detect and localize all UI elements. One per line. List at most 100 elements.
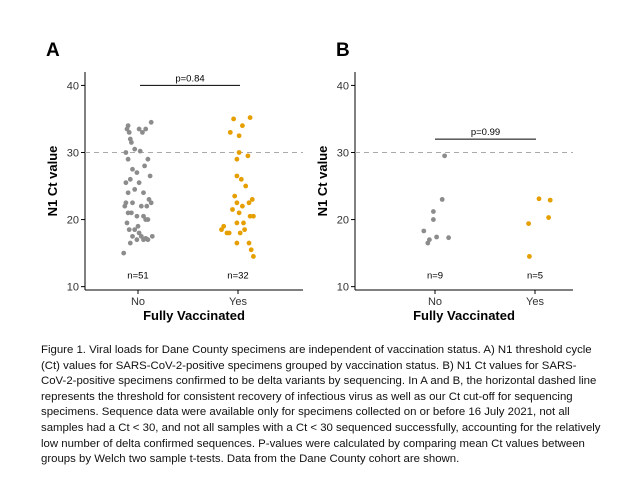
panel-a-point-no [148, 119, 154, 125]
panel-a-point-yes [234, 220, 240, 226]
panel-a-point-no [148, 200, 154, 206]
panel-a-point-yes [243, 183, 249, 189]
panel-b-point-yes [546, 215, 551, 220]
panel-b-n-label: n=5 [527, 271, 543, 282]
panel-a-point-no [125, 156, 131, 162]
panel-a-point-no [136, 126, 142, 132]
panel-a-point-yes [226, 230, 232, 236]
figure-caption: Figure 1. Viral loads for Dane County sp… [41, 344, 601, 466]
panel-a-point-yes [236, 150, 242, 155]
panel-a-point-yes [249, 197, 255, 202]
panel-a-y-tick-label: 20 [67, 215, 79, 227]
panel-a-point-yes [242, 227, 248, 233]
panel-a-point-yes [234, 156, 240, 162]
panel-b-point-yes [526, 221, 531, 226]
panel-a-point-yes [234, 200, 240, 206]
panel-a-point-no [134, 170, 140, 176]
panel-a-point-no [138, 203, 144, 209]
panel-a-point-no [130, 200, 135, 206]
panel-a-point-no [123, 180, 129, 186]
panel-b-x-tick-label: Yes [526, 296, 544, 308]
panel-b-point-no [421, 228, 427, 234]
panel-a-y-tick-label: 10 [67, 282, 79, 294]
panel-b-x-tick-label: No [428, 296, 442, 308]
panel-a-x-tick-label: No [131, 296, 145, 308]
panel-b-point-yes [547, 197, 553, 203]
panel-a-point-no [144, 203, 150, 209]
panel-a-point-no [126, 129, 132, 135]
panel-b-y-tick-label: 20 [337, 215, 349, 227]
panel-a-point-no [130, 233, 135, 239]
panel-a-point-yes [251, 213, 256, 219]
panel-a-point-yes [240, 203, 245, 209]
panel-b-y-axis-title: N1 Ct value [315, 146, 330, 217]
panel-a-point-no [143, 126, 149, 132]
panel-b-point-no [427, 237, 432, 243]
panel-b-point-no [446, 235, 451, 241]
panel-a-point-yes [232, 193, 238, 199]
panel-a-point-yes [240, 123, 245, 129]
panel-a-pvalue-label: p=0.84 [175, 73, 204, 84]
panel-b-point-yes [536, 196, 542, 202]
panel-a-point-no [127, 176, 133, 182]
panel-a-point-no [142, 163, 148, 169]
panel-b-point-no [439, 197, 445, 202]
panel-a-point-no [132, 146, 138, 152]
panel-a-point-no [129, 140, 134, 145]
panel-b-point-yes [527, 254, 532, 259]
panel-a-n-label: n=32 [227, 271, 248, 282]
panel-a-point-yes [236, 133, 242, 139]
panel-a-point-yes [227, 129, 233, 135]
panel-a-point-yes [247, 115, 253, 121]
panel-a-y-tick-label: 40 [67, 80, 79, 92]
panel-a-point-no [122, 203, 128, 209]
panel-a-point-no [145, 237, 151, 243]
panel-a-point-no [126, 227, 132, 233]
panel-a-point-yes [219, 227, 224, 233]
panel-b-point-no [431, 217, 436, 222]
panel-a-n-label: n=51 [127, 271, 148, 282]
panel-a-point-yes [246, 200, 252, 206]
panel-a-point-no [123, 150, 129, 155]
panel-a-point-no [147, 173, 153, 179]
panel-a-point-no [132, 227, 138, 233]
panel-a-point-no [121, 250, 127, 256]
panel-a-point-yes [247, 213, 253, 219]
panel-a-point-no [141, 190, 146, 196]
panel-a-point-yes [246, 240, 252, 246]
panel-a-point-no [125, 210, 131, 216]
panel-b-x-axis-title: Fully Vaccinated [413, 308, 515, 323]
panel-b-y-tick-label: 10 [337, 282, 349, 294]
panel-a-point-no [143, 217, 149, 222]
panel-a-point-no [134, 237, 140, 243]
panel-a-point-no [130, 166, 135, 172]
panel-a-point-no [134, 213, 140, 219]
panel-b-point-no [431, 209, 436, 214]
panel-a-point-no [129, 210, 134, 216]
panel-a-point-yes [231, 116, 237, 122]
panel-a-label: A [46, 40, 60, 61]
panel-a-point-no [125, 123, 131, 129]
panel-b-label: B [336, 40, 350, 61]
panel-a-point-no [132, 186, 138, 192]
panel-a-point-no [137, 148, 143, 154]
panel-a-point-yes [245, 153, 251, 159]
panel-b-pvalue-label: p=0.99 [471, 127, 500, 138]
panel-a-point-yes [251, 254, 256, 259]
panel-b-y-tick-label: 40 [337, 80, 349, 92]
panel-a-point-yes [236, 210, 242, 216]
panel-a-point-yes [237, 230, 243, 236]
panel-a-point-no [140, 129, 145, 135]
panel-a-x-tick-label: Yes [229, 296, 247, 308]
panel-b-y-tick-label: 30 [337, 147, 349, 159]
panel-a-point-no [149, 233, 155, 239]
panel-a-point-no [135, 223, 141, 229]
panel-a-point-yes [238, 176, 244, 182]
panel-a-point-yes [248, 247, 254, 253]
panel-a-point-no [127, 240, 133, 246]
panel-a-point-no [125, 190, 131, 196]
panel-a-point-yes [234, 173, 240, 179]
panel-a-point-no [145, 156, 151, 162]
panel-a-x-axis-title: Fully Vaccinated [143, 308, 245, 323]
